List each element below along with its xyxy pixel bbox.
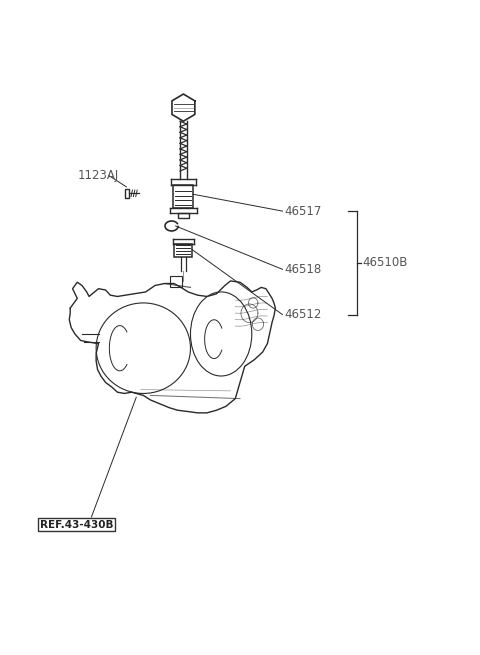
Text: 1123AJ: 1123AJ (77, 169, 119, 182)
Text: 46517: 46517 (285, 204, 322, 217)
Text: REF.43-430B: REF.43-430B (39, 519, 113, 530)
Text: 46518: 46518 (285, 263, 322, 276)
Text: 46512: 46512 (285, 308, 322, 321)
Text: 46510B: 46510B (362, 256, 408, 269)
